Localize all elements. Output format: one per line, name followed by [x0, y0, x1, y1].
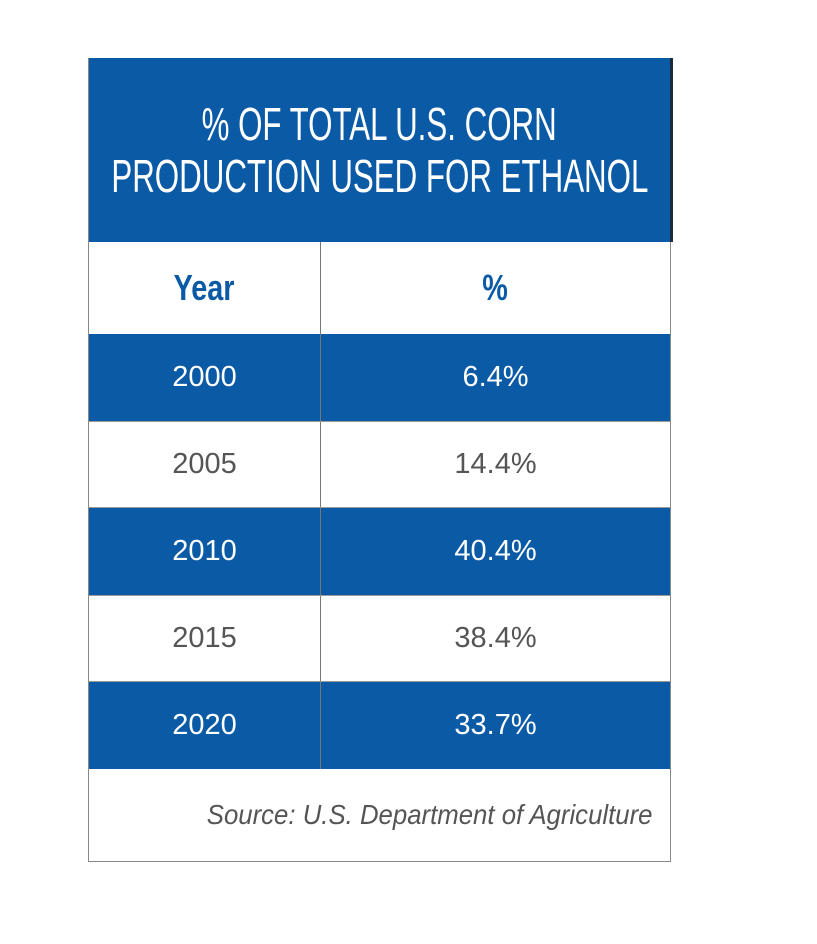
table-cell: 38.4%	[454, 622, 537, 654]
table-row: 2015 38.4%	[89, 595, 670, 682]
header-cell: Year	[89, 242, 321, 334]
title-banner: % OF TOTAL U.S. CORN PRODUCTION USED FOR…	[89, 58, 673, 242]
header-cell: %	[321, 242, 670, 334]
table-cell: 2020	[89, 682, 321, 769]
header-row: Year %	[89, 242, 670, 334]
table-row: 2005 14.4%	[89, 421, 670, 508]
table-cell: 2015	[89, 596, 321, 681]
table-row: 2010 40.4%	[89, 508, 670, 595]
table-row: 2020 33.7%	[89, 682, 670, 769]
source-text: Source: U.S. Department of Agriculture	[207, 799, 653, 830]
table-card: % OF TOTAL U.S. CORN PRODUCTION USED FOR…	[88, 58, 673, 862]
table-cell: 2000	[89, 334, 321, 421]
table-cell: 40.4%	[454, 535, 537, 567]
table-body: 2000 6.4% 2005 14.4% 2010 40.4% 2015 38.4% 2020 3…	[89, 334, 670, 769]
table-cell: 2010	[89, 508, 321, 595]
header-text: %	[482, 267, 509, 308]
title-line: % OF TOTAL U.S. CORN	[201, 98, 558, 150]
table-cell: 33.7%	[454, 709, 537, 741]
table-cell: 6.4%	[462, 361, 529, 393]
table-cell: 14.4%	[454, 448, 537, 480]
table-row: 2000 6.4%	[89, 334, 670, 421]
table-cell: 2005	[89, 422, 321, 507]
header-text: Year	[174, 267, 235, 308]
source-note: Source: U.S. Department of Agriculture	[89, 769, 670, 861]
title-line: PRODUCTION USED FOR ETHANOL	[110, 150, 649, 202]
